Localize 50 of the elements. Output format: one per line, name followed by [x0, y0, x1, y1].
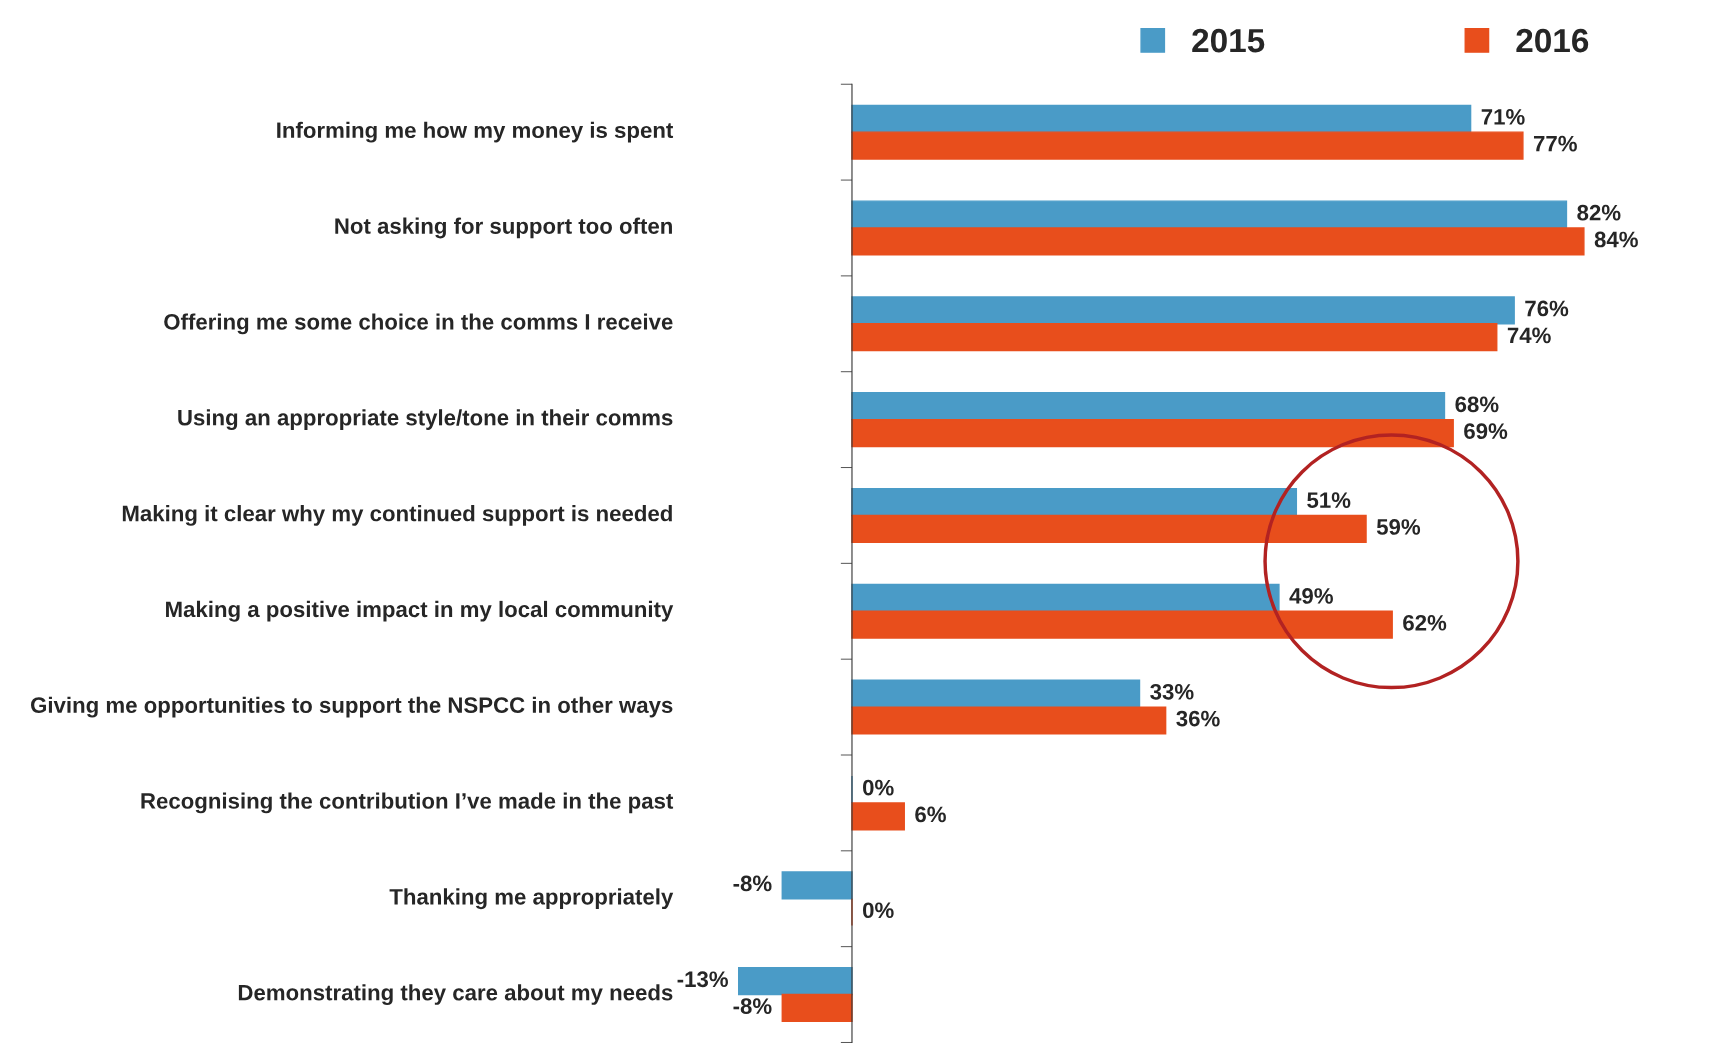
data-label: 68% [1455, 396, 1499, 413]
data-label: 84% [1594, 231, 1638, 248]
bar [851, 296, 1515, 325]
data-label: 77% [1533, 135, 1577, 152]
data-label: -8% [733, 998, 772, 1014]
bar [851, 706, 1167, 735]
bar [851, 200, 1568, 229]
bar [781, 993, 853, 1023]
y-tick-label: Giving me opportunities to support the NSPCC in other ways [31, 696, 673, 718]
bar [851, 227, 1585, 256]
bar [851, 610, 1393, 639]
bar [781, 871, 853, 900]
y-tick-label: Not asking for support too often [335, 217, 672, 239]
bar [851, 392, 1446, 421]
data-label: 51% [1307, 492, 1351, 508]
bar [851, 323, 1498, 352]
y-tick-label: Offering me some choice in the comms I receive [164, 313, 673, 335]
bar [851, 418, 1454, 448]
y-tick-label: Making a positive impact in my local community [166, 600, 674, 622]
data-label: 6% [915, 806, 946, 823]
y-tick-label: Using an appropriate style/tone in their comms [178, 409, 673, 431]
data-label: 59% [1376, 519, 1421, 535]
data-label: 36% [1176, 710, 1220, 727]
data-label: 69% [1464, 423, 1508, 439]
data-label: 0% [863, 902, 894, 919]
bar [738, 967, 853, 996]
y-tick-label: Making it clear why my continued support is needed [122, 505, 672, 526]
y-tick-label: Informing me how my money is spent [277, 121, 674, 143]
data-label: 82% [1577, 204, 1621, 221]
y-tick-label: Recognising the contribution I’ve made in the past [141, 792, 674, 814]
data-label: 49% [1289, 588, 1333, 604]
bar [851, 104, 1472, 133]
bar [851, 514, 1367, 543]
data-label: 0% [863, 779, 894, 796]
data-label: 71% [1481, 109, 1525, 125]
bar [851, 131, 1524, 160]
data-label: -8% [733, 875, 772, 892]
bar [851, 583, 1280, 612]
bar [851, 802, 905, 831]
y-tick-label: Thanking me appropriately [389, 888, 674, 910]
bar [851, 679, 1141, 708]
data-label: 62% [1403, 614, 1447, 631]
bar [851, 487, 1298, 517]
data-label: 33% [1150, 683, 1194, 700]
legend-label: 2015 [1192, 28, 1265, 53]
data-label: -13% [677, 971, 728, 988]
legend-label: 2016 [1516, 28, 1589, 53]
data-label: 76% [1525, 300, 1569, 317]
y-tick-label: Demonstrating they care about my needs [238, 984, 673, 1005]
data-label: 74% [1507, 327, 1551, 344]
